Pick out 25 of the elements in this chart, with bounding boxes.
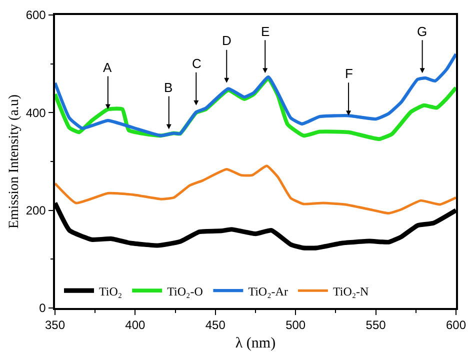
y-tick-label: 200 — [26, 204, 46, 218]
x-tick-label: 600 — [446, 318, 466, 332]
y-axis-title: Emission Intensity (a.u) — [6, 94, 22, 229]
annotation: F — [345, 66, 353, 81]
legend-label: TiO₂-O — [167, 284, 204, 298]
x-tick-label: 400 — [125, 318, 146, 332]
legend-label: TiO₂-Ar — [248, 284, 288, 298]
line-series — [55, 164, 456, 215]
y-tick-label: 0 — [39, 301, 46, 316]
x-tick-label: 550 — [366, 318, 386, 332]
x-tick-label: 450 — [205, 318, 226, 332]
annotation: E — [261, 24, 270, 39]
x-tick-label: 500 — [286, 318, 306, 332]
legend-label: TiO₂-N — [332, 284, 370, 298]
annotation: B — [164, 80, 173, 95]
y-tick-label: 400 — [26, 106, 46, 120]
legend-label: TiO₂ — [99, 284, 122, 298]
annotation: D — [222, 33, 232, 48]
annotation: G — [417, 24, 428, 39]
line-series — [55, 52, 456, 138]
y-tick-label: 600 — [26, 8, 46, 22]
annotation: C — [192, 56, 202, 71]
x-axis-title: λ (nm) — [235, 336, 276, 352]
x-tick-label: 350 — [44, 318, 66, 332]
annotation: A — [103, 60, 112, 75]
